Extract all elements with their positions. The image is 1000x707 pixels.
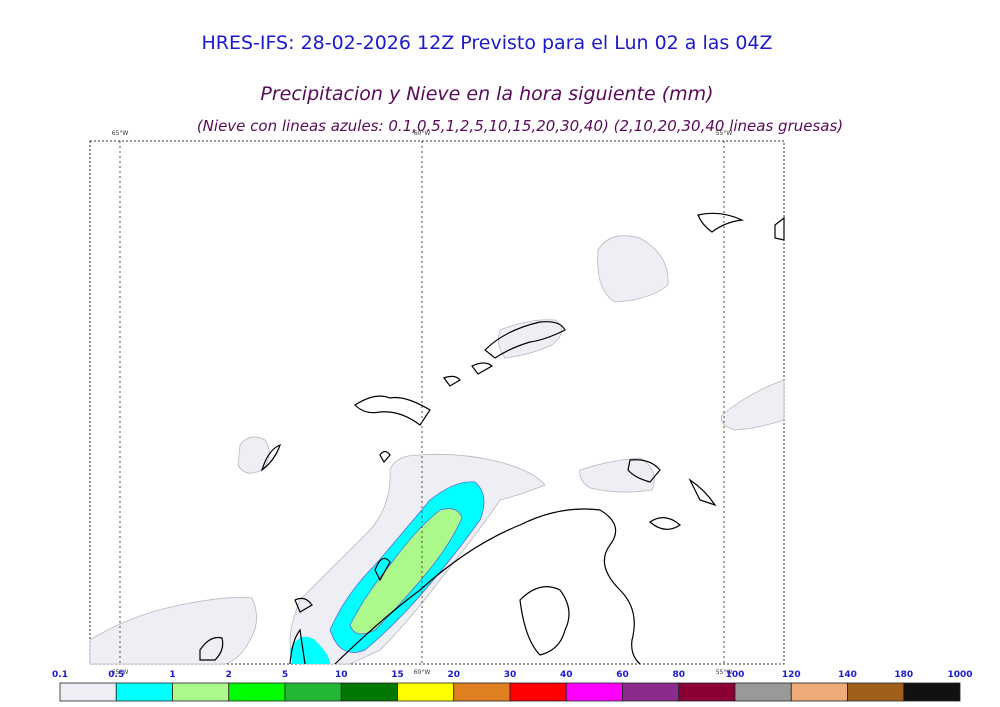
colorbar-swatch xyxy=(622,682,680,702)
coastlines xyxy=(199,212,785,665)
colorbar-label: 10 xyxy=(335,670,348,680)
colorbar-label: 0.5 xyxy=(108,670,124,680)
colorbar-swatch xyxy=(509,682,567,702)
meridian-label: 65°W xyxy=(112,669,129,676)
colorbar-label: 180 xyxy=(894,670,913,680)
colorbar-swatch xyxy=(565,682,623,702)
colorbar-label: 30 xyxy=(504,670,517,680)
meridian-label: 60°W xyxy=(414,130,431,137)
colorbar-label: 80 xyxy=(672,670,685,680)
map-frame xyxy=(89,140,785,665)
colorbar-label: 15 xyxy=(391,670,404,680)
colorbar-swatch xyxy=(284,682,342,702)
meridian-label: 55°W xyxy=(716,669,733,676)
colorbar-swatch xyxy=(847,682,905,702)
colorbar-swatch xyxy=(903,682,961,702)
colorbar-swatch xyxy=(453,682,511,702)
meridian-label: 65°W xyxy=(112,130,129,137)
colorbar-label: 60 xyxy=(616,670,629,680)
colorbar-swatch xyxy=(734,682,792,702)
colorbar-label: 1000 xyxy=(947,670,972,680)
meridian-labels: 65°W 65°W 60°W 60°W 55°W 55°W xyxy=(112,130,733,676)
precip-heavy xyxy=(349,508,463,635)
colorbar-swatch xyxy=(115,682,173,702)
colorbar-swatch xyxy=(397,682,455,702)
precip-moderate-south xyxy=(290,636,330,664)
colorbar-label: 40 xyxy=(560,670,573,680)
meridian-label: 60°W xyxy=(414,669,431,676)
title: HRES-IFS: 28-02-2026 12Z Previsto para e… xyxy=(201,32,772,54)
colorbar-swatch xyxy=(228,682,286,702)
colorbar-label: 100 xyxy=(726,670,745,680)
colorbar-swatch xyxy=(790,682,848,702)
colorbar-label: 120 xyxy=(782,670,801,680)
meridian-label: 55°W xyxy=(716,130,733,137)
colorbar-swatch xyxy=(172,682,230,702)
map: 65°W 65°W 60°W 60°W 55°W 55°W xyxy=(89,130,785,676)
colorbar-label: 140 xyxy=(838,670,857,680)
colorbar-label: 0.1 xyxy=(52,670,68,680)
colorbar: 0.1 0.5 1 2 5 10 15 20 30 40 60 80 100 120 140 180 1000 xyxy=(52,670,973,702)
colorbar-swatch xyxy=(340,682,398,702)
colorbar-swatch xyxy=(59,682,117,702)
meridians xyxy=(119,141,725,664)
subtitle-note: (Nieve con lineas azules: 0.1,0.5,1,2,5,… xyxy=(197,117,843,135)
colorbar-label: 5 xyxy=(282,670,288,680)
colorbar-swatch xyxy=(678,682,736,702)
subtitle: Precipitacion y Nieve en la hora siguien… xyxy=(260,83,713,105)
colorbar-label: 1 xyxy=(169,670,175,680)
colorbar-label: 2 xyxy=(226,670,232,680)
colorbar-label: 20 xyxy=(447,670,460,680)
